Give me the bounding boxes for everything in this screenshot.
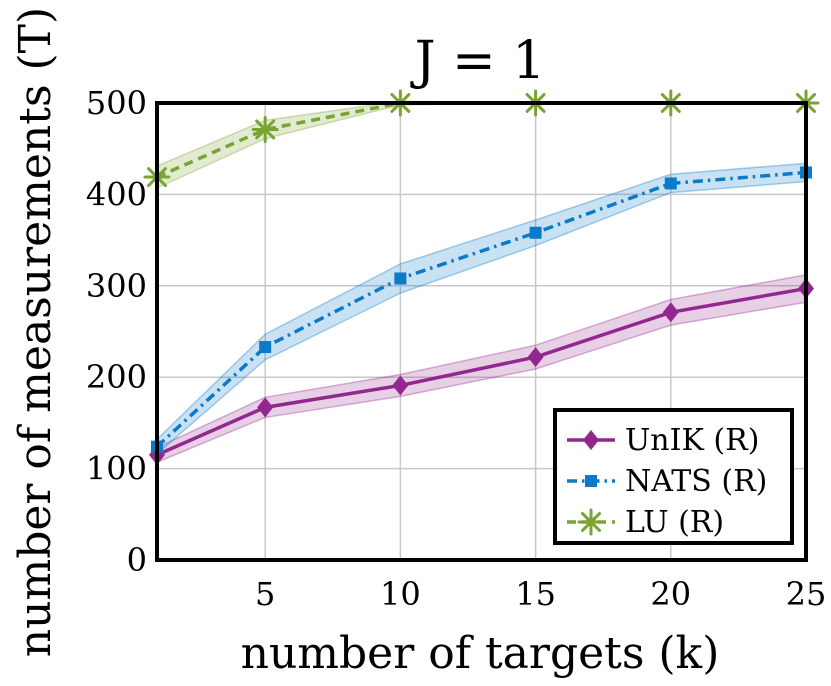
unik-r-point: [257, 397, 274, 418]
x-tick-label: 10: [380, 575, 421, 613]
y-tick-label: 400: [86, 175, 147, 213]
y-tick-label: 200: [86, 358, 147, 396]
y-tick-label: 100: [86, 450, 147, 488]
chart-title: J = 1: [410, 31, 546, 91]
nats-r-point: [394, 272, 407, 285]
y-tick-label: 300: [86, 267, 147, 305]
tick-labels: 5 10 15 20 25 0 100 200 300 400 500: [86, 84, 826, 613]
legend-marker: [583, 430, 599, 450]
legend-label: NATS (R): [625, 464, 767, 499]
legend: UnIK (R) NATS (R) LU (R): [553, 408, 794, 545]
nats-r-point: [529, 226, 542, 239]
unik-r-line: [156, 286, 807, 457]
x-tick-label: 20: [650, 575, 691, 613]
unik-r-point: [527, 347, 544, 368]
x-tick-label: 25: [786, 575, 827, 613]
legend-item-nats-r: NATS (R): [567, 464, 767, 499]
y-tick-label: 500: [86, 84, 147, 122]
legend-item-lu-r: LU (R): [567, 505, 724, 540]
y-axis-title: number of measurements (T): [10, 7, 61, 657]
y-tick-label: 0: [127, 541, 147, 579]
unik-r-point: [392, 375, 409, 396]
x-tick-label: 15: [515, 575, 556, 613]
legend-item-unik-r: UnIK (R): [567, 423, 759, 458]
unik-r-point: [662, 302, 679, 323]
legend-marker: [577, 508, 605, 536]
plot-frame: [155, 101, 808, 562]
legend-label: LU (R): [625, 505, 724, 540]
legend-marker: [585, 475, 597, 487]
x-axis-title: number of targets (k): [241, 628, 720, 679]
nats-r-point: [664, 177, 677, 190]
nats-r-line: [155, 170, 807, 448]
nats-r-point: [259, 341, 272, 354]
x-tick-label: 5: [255, 575, 275, 613]
legend-label: UnIK (R): [625, 423, 759, 458]
lu-r-point: [251, 116, 279, 144]
